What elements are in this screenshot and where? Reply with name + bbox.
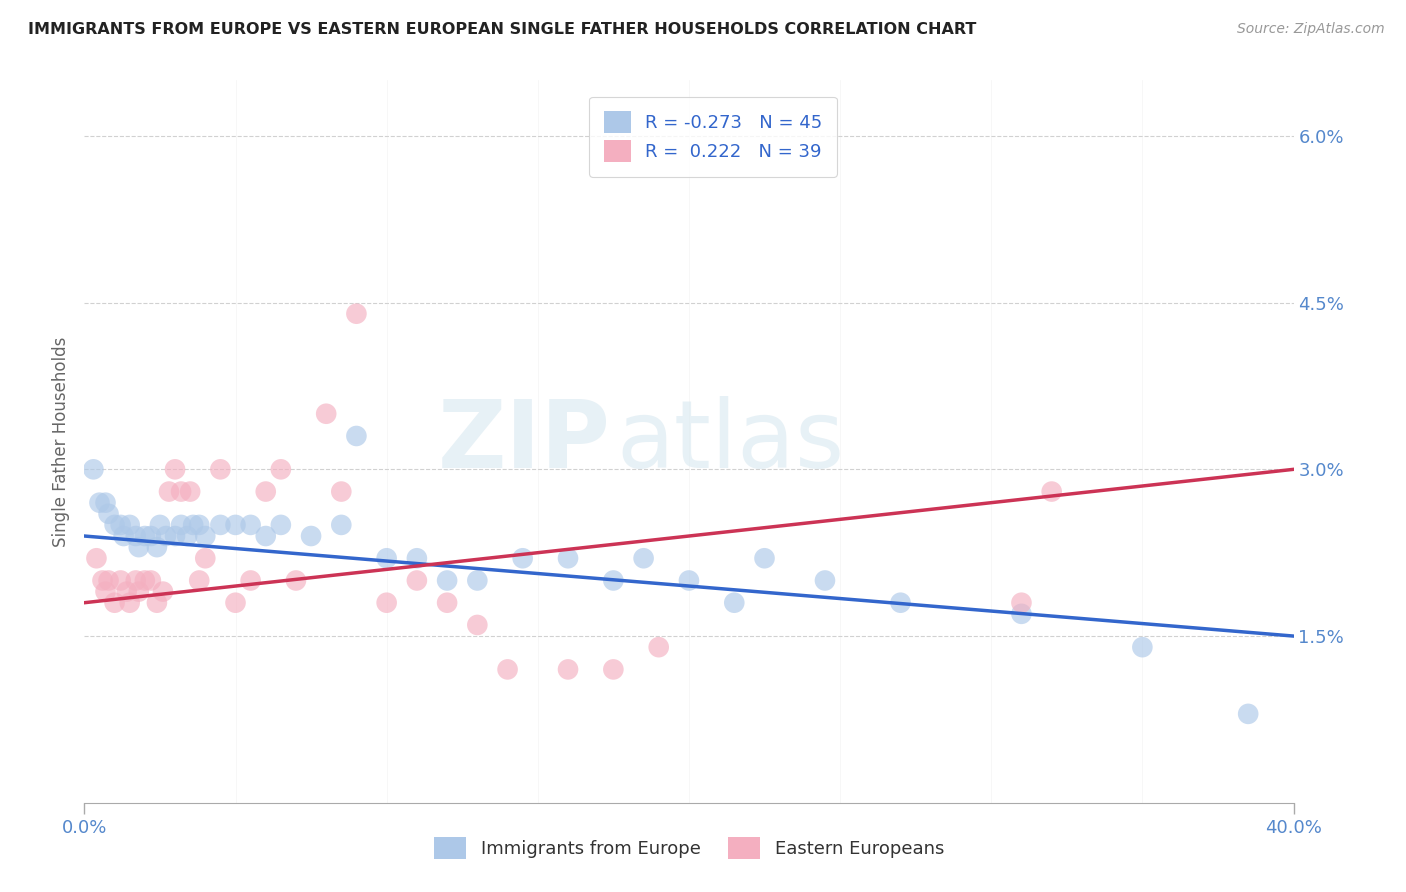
Point (181, 517, 204, 532)
Text: Source: ZipAtlas.com: Source: ZipAtlas.com (1237, 22, 1385, 37)
Point (149, 517, 172, 532)
Point (128, 540, 150, 554)
Point (139, 574, 162, 588)
Point (134, 574, 156, 588)
Point (97, 574, 120, 588)
Point (188, 574, 211, 588)
Point (155, 529, 177, 543)
Point (188, 517, 211, 532)
Point (118, 596, 141, 610)
Point (125, 574, 148, 588)
Point (125, 529, 148, 543)
Point (814, 574, 837, 588)
Point (139, 529, 162, 543)
Point (723, 596, 745, 610)
Point (112, 529, 135, 543)
Point (1040, 484, 1063, 499)
Text: IMMIGRANTS FROM EUROPE VS EASTERN EUROPEAN SINGLE FATHER HOUSEHOLDS CORRELATION : IMMIGRANTS FROM EUROPE VS EASTERN EUROPE… (28, 22, 977, 37)
Point (104, 517, 127, 532)
Point (330, 517, 353, 532)
Point (118, 517, 141, 532)
Text: ZIP: ZIP (437, 395, 610, 488)
Point (346, 307, 368, 321)
Point (134, 529, 156, 543)
Point (270, 517, 292, 532)
Point (110, 517, 132, 532)
Point (436, 574, 458, 588)
Point (209, 517, 232, 532)
Point (209, 462, 232, 476)
Point (89, 496, 111, 510)
Point (890, 596, 912, 610)
Point (375, 551, 398, 566)
Point (557, 551, 579, 566)
Text: atlas: atlas (616, 395, 845, 488)
Point (406, 574, 429, 588)
Point (557, 662, 579, 676)
Point (104, 596, 127, 610)
Point (602, 662, 624, 676)
Point (467, 618, 489, 632)
Point (179, 484, 201, 499)
Point (165, 529, 187, 543)
Point (170, 484, 193, 499)
Point (633, 551, 655, 566)
Point (512, 551, 534, 566)
Point (110, 574, 132, 588)
Point (146, 540, 169, 554)
Point (1130, 640, 1153, 655)
Point (91, 574, 114, 588)
Point (82, 462, 104, 476)
Point (225, 517, 247, 532)
Point (467, 574, 489, 588)
Point (165, 462, 187, 476)
Point (194, 551, 217, 566)
Point (285, 574, 308, 588)
Point (1011, 596, 1033, 610)
Point (239, 574, 262, 588)
Point (97, 507, 120, 521)
Point (754, 551, 776, 566)
Point (496, 662, 519, 676)
Point (406, 551, 429, 566)
Point (254, 484, 277, 499)
Point (239, 517, 262, 532)
Point (146, 596, 169, 610)
Point (375, 596, 398, 610)
Point (315, 407, 337, 421)
Point (94, 496, 117, 510)
Point (225, 596, 247, 610)
Point (152, 584, 174, 599)
Point (648, 640, 671, 655)
Y-axis label: Single Father Households: Single Father Households (52, 336, 70, 547)
Point (1237, 706, 1260, 721)
Point (170, 517, 193, 532)
Point (128, 584, 150, 599)
Point (176, 529, 198, 543)
Point (436, 596, 458, 610)
Point (602, 574, 624, 588)
Point (270, 462, 292, 476)
Point (678, 574, 700, 588)
Point (254, 529, 277, 543)
Legend: Immigrants from Europe, Eastern Europeans: Immigrants from Europe, Eastern European… (426, 830, 952, 866)
Point (94, 584, 117, 599)
Point (115, 584, 138, 599)
Point (1011, 607, 1033, 621)
Point (299, 529, 322, 543)
Point (346, 429, 368, 443)
Point (157, 484, 180, 499)
Point (86, 551, 108, 566)
Point (330, 484, 353, 499)
Point (194, 529, 217, 543)
